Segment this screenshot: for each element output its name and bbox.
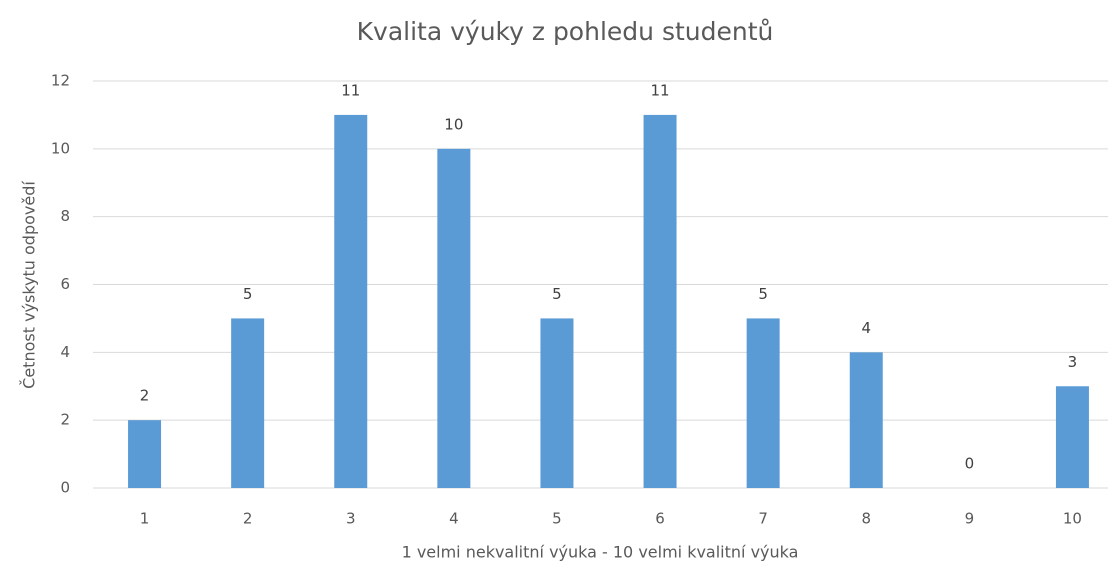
x-axis-label: 1 velmi nekvalitní výuka - 10 velmi kval… bbox=[402, 543, 799, 562]
bar bbox=[128, 420, 162, 488]
x-tick-label: 1 bbox=[140, 510, 150, 528]
x-tick-label: 3 bbox=[346, 510, 356, 528]
y-tick-label: 4 bbox=[60, 343, 70, 361]
x-tick-label: 9 bbox=[965, 510, 975, 528]
x-tick-label: 8 bbox=[861, 510, 871, 528]
bar bbox=[746, 318, 780, 488]
x-tick-label: 7 bbox=[758, 510, 768, 528]
bar bbox=[643, 114, 677, 489]
chart-title: Kvalita výuky z pohledu studentů bbox=[357, 17, 774, 46]
value-label: 11 bbox=[341, 81, 360, 99]
y-tick-label: 6 bbox=[60, 275, 70, 293]
bar bbox=[437, 148, 471, 489]
bar bbox=[849, 352, 883, 488]
bar bbox=[540, 318, 574, 488]
value-label: 4 bbox=[861, 319, 871, 337]
x-tick-label: 4 bbox=[449, 510, 459, 528]
y-axis-label: Četnost výskytu odpovědí bbox=[20, 181, 39, 389]
x-tick-label: 10 bbox=[1063, 510, 1082, 528]
x-tick-label: 2 bbox=[243, 510, 253, 528]
y-tick-label: 12 bbox=[51, 72, 70, 90]
value-label: 5 bbox=[552, 285, 562, 303]
x-tick-label: 5 bbox=[552, 510, 562, 528]
y-tick-label: 0 bbox=[60, 479, 70, 497]
value-label: 3 bbox=[1068, 353, 1078, 371]
y-tick-label: 2 bbox=[60, 411, 70, 429]
y-tick-label: 8 bbox=[60, 207, 70, 225]
bar bbox=[334, 114, 368, 489]
value-label: 11 bbox=[651, 81, 670, 99]
value-label: 5 bbox=[243, 285, 253, 303]
bar bbox=[1055, 386, 1089, 488]
value-label: 2 bbox=[140, 387, 150, 405]
bar bbox=[231, 318, 265, 488]
y-tick-label: 10 bbox=[51, 139, 70, 157]
value-label: 0 bbox=[965, 455, 975, 473]
x-tick-label: 6 bbox=[655, 510, 665, 528]
value-label: 5 bbox=[758, 285, 768, 303]
value-label: 10 bbox=[444, 115, 463, 133]
